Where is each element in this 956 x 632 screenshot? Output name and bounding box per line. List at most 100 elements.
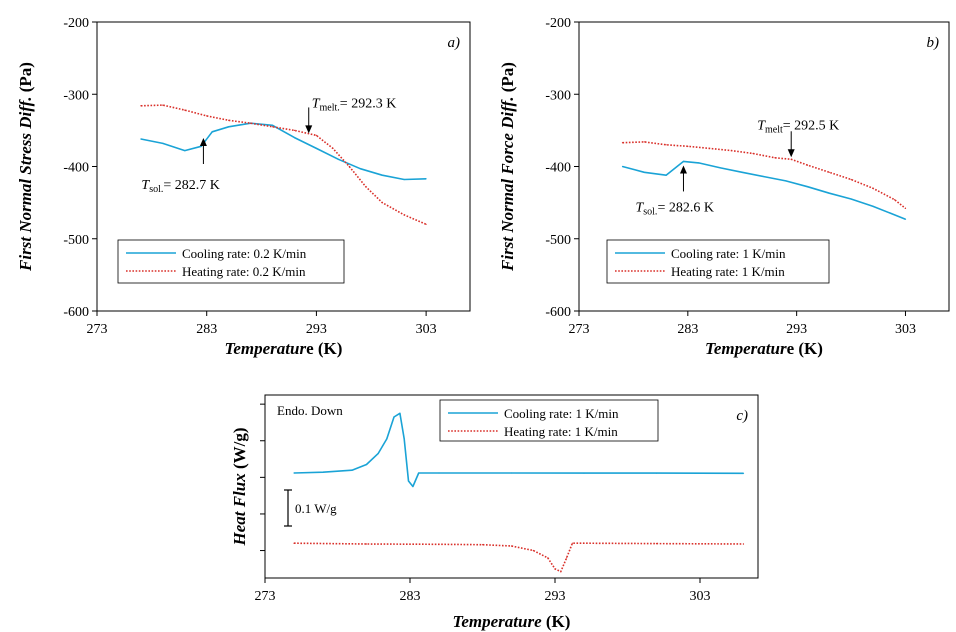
annotation-label: Tmelt= 292.5 K (757, 118, 839, 135)
scale-bar-label: 0.1 W/g (295, 501, 337, 516)
x-tick-label: 283 (196, 322, 217, 337)
data-point-cooling (894, 214, 896, 216)
data-point-cooling (386, 438, 388, 440)
data-point-heating (621, 142, 624, 144)
legend-label: Heating rate: 1 K/min (504, 424, 618, 439)
y-axis-label-italic: First Normal Force Diff. (498, 97, 517, 272)
x-tick-label: 293 (545, 589, 566, 604)
x-axis-label-rest: (K) (542, 612, 571, 631)
data-point-cooling (351, 469, 353, 471)
data-point-heating (872, 187, 874, 189)
annotation-T: T (141, 178, 150, 193)
panel-c: 273 283 293 303 Temperature (K) Heat Flux (W/… (230, 394, 759, 631)
data-point-cooling (393, 416, 395, 418)
data-point-heating (228, 119, 230, 121)
legend-box (439, 399, 659, 442)
annotation-arrow-head (787, 149, 795, 158)
x-tick-label: 293 (786, 322, 807, 337)
panel-label: b) (927, 35, 940, 51)
x-tick-label: 283 (400, 589, 421, 604)
annotation-sub: sol. (149, 184, 163, 195)
data-point-heating (687, 145, 689, 147)
annotation-label: Tmelt.= 292.3 K (312, 96, 397, 113)
data-point-heating (532, 549, 534, 552)
annotation-sub: melt. (320, 102, 340, 113)
data-point-heating (250, 122, 252, 124)
x-axis-label-italic: Temperatur (225, 339, 307, 358)
x-axis-label-italic: Temperature (453, 612, 543, 631)
data-point-cooling (763, 176, 765, 178)
legend-box (117, 239, 345, 284)
annotation-label: Tsol.= 282.6 K (635, 200, 713, 217)
data-point-heating (730, 150, 733, 152)
data-point-heating (140, 105, 142, 107)
data-point-heating (774, 157, 776, 159)
data-point-heating (709, 147, 711, 149)
data-point-cooling (785, 180, 787, 182)
legend: Cooling rate: 1 K/min Heating rate: 1 K/m… (606, 239, 830, 284)
data-point-heating (806, 164, 809, 166)
x-tick-label: 273 (255, 589, 276, 604)
data-point-cooling (399, 412, 401, 414)
annotation-value: = 292.3 K (340, 96, 397, 111)
panel-label: a) (448, 35, 461, 51)
data-point-heating (560, 571, 562, 573)
legend-label: Heating rate: 1 K/min (671, 264, 785, 279)
data-point-heating (381, 202, 383, 204)
annotation-value: = 292.5 K (783, 118, 840, 133)
series-line-heating (140, 104, 427, 226)
data-point-heating (271, 126, 274, 128)
legend-label: Cooling rate: 0.2 K/min (182, 246, 307, 261)
y-tick-label: -300 (63, 88, 89, 103)
data-point-cooling (200, 145, 202, 147)
annotation-melt: Tmelt= 292.5 K (757, 118, 839, 158)
data-point-heating (293, 542, 295, 544)
legend-box (606, 239, 830, 284)
data-point-heating (365, 186, 367, 188)
data-point-cooling (828, 192, 830, 194)
data-point-cooling (162, 142, 164, 144)
series-line-cooling (140, 122, 427, 181)
y-tick-label: -300 (545, 88, 571, 103)
annotation-T: T (757, 118, 766, 133)
data-point-cooling (337, 158, 339, 160)
data-point-cooling (271, 124, 274, 126)
data-point-heating (571, 542, 574, 544)
data-point-heating (162, 104, 164, 106)
annotation-arrow-head (679, 165, 687, 174)
annotation-sol: Tsol.= 282.6 K (635, 165, 714, 217)
y-tick-label: -400 (545, 161, 571, 176)
annotation-value: = 282.7 K (163, 178, 220, 193)
y-tick-label: -200 (545, 16, 571, 31)
data-point-heating (348, 165, 350, 168)
data-point-heating (425, 223, 427, 225)
data-point-heating (510, 545, 513, 547)
data-point-cooling (359, 168, 361, 170)
data-point-heating (566, 557, 568, 559)
data-point-cooling (719, 167, 722, 169)
annotation-value: = 282.6 K (657, 200, 714, 215)
annotation-sub: sol. (643, 206, 657, 217)
data-point-cooling (140, 138, 142, 140)
endo-down-note: Endo. Down (277, 403, 343, 418)
y-axis-label: Heat Flux (W/g) (230, 427, 249, 546)
legend: Cooling rate: 0.2 K/min Heating rate: 0.2… (117, 239, 345, 284)
panel-a: 273 283 293 303 -600 -500 -400 -300 -200 Temperat… (16, 16, 471, 358)
x-axis-label-rest: e (K) (306, 339, 342, 358)
legend-label: Cooling rate: 1 K/min (671, 246, 786, 261)
data-point-heating (365, 543, 368, 545)
annotation-T: T (635, 200, 644, 215)
y-tick-label: -400 (63, 161, 89, 176)
data-point-cooling (741, 171, 743, 173)
data-point-cooling (665, 174, 667, 176)
data-point-cooling (377, 453, 379, 455)
data-point-heating (438, 543, 440, 545)
data-point-cooling (403, 178, 405, 181)
panel-label: c) (736, 408, 748, 424)
data-point-heating (665, 144, 667, 146)
data-point-heating (481, 544, 484, 546)
data-point-cooling (407, 480, 410, 482)
data-point-cooling (850, 198, 852, 200)
annotation-sub: melt (765, 124, 783, 135)
